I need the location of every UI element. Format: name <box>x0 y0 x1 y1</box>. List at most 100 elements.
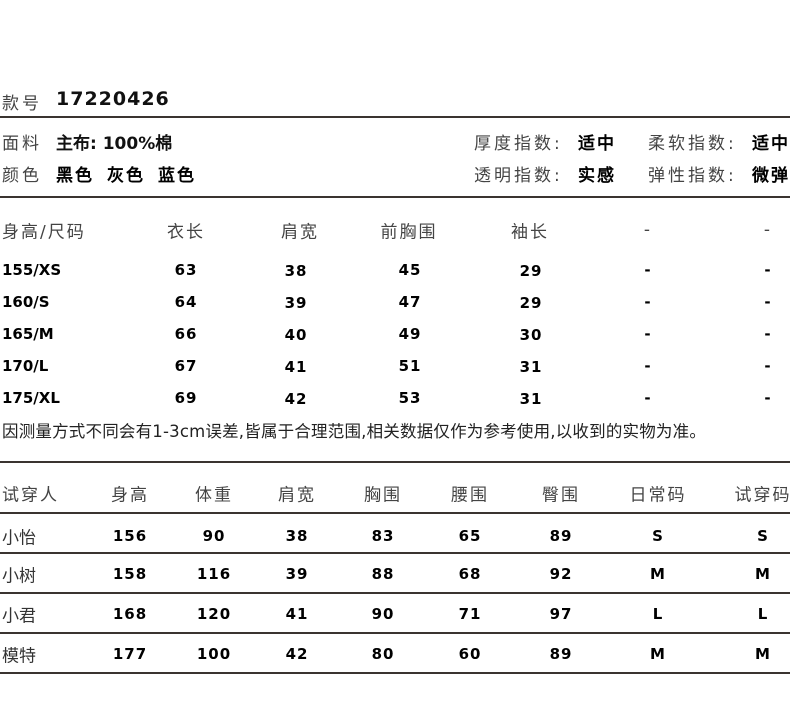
tryon-header: 日常码 <box>629 485 687 506</box>
style-label: 款号 <box>2 94 42 114</box>
tryon-person: 模特 <box>2 646 36 667</box>
row-divider <box>0 632 790 634</box>
size-cell: 64 <box>174 293 198 311</box>
row-divider <box>0 512 790 514</box>
size-row-label: 155/XS <box>2 261 62 279</box>
tryon-cell: M <box>755 565 771 583</box>
size-header: 肩宽 <box>281 222 319 243</box>
color-black: 黑色 <box>56 166 94 186</box>
color-gray: 灰色 <box>107 166 145 186</box>
size-header: - <box>763 220 773 240</box>
transparency-value: 实感 <box>578 166 616 186</box>
thickness-label: 厚度指数: <box>474 134 563 154</box>
tryon-cell: 89 <box>549 645 573 663</box>
size-row-label: 175/XL <box>2 389 60 407</box>
size-cell: - <box>764 325 772 343</box>
tryon-header: 腰围 <box>451 485 489 506</box>
tryon-cell: L <box>757 605 769 623</box>
size-cell: 39 <box>284 294 308 312</box>
size-cell: 38 <box>284 262 308 280</box>
tryon-cell: 116 <box>196 565 232 583</box>
size-cell: 29 <box>519 262 543 280</box>
measurement-note: 因测量方式不同会有1-3cm误差,皆属于合理范围,相关数据仅作为参考使用,以收到… <box>2 422 707 441</box>
size-cell: 42 <box>284 390 308 408</box>
softness-label: 柔软指数: <box>648 134 737 154</box>
tryon-cell: 120 <box>196 605 232 623</box>
size-cell: 67 <box>174 357 198 375</box>
divider <box>0 196 790 198</box>
color-blue: 蓝色 <box>158 166 196 186</box>
size-cell: 30 <box>519 326 543 344</box>
size-cell: 49 <box>398 325 422 343</box>
tryon-cell: 88 <box>371 565 395 583</box>
tryon-cell: 156 <box>112 527 148 545</box>
tryon-cell: M <box>755 645 771 663</box>
size-cell: - <box>644 357 652 375</box>
size-cell: 31 <box>519 390 543 408</box>
tryon-header: 臀围 <box>542 485 580 506</box>
size-cell: 29 <box>519 294 543 312</box>
tryon-cell: 158 <box>112 565 148 583</box>
size-cell: 47 <box>398 293 422 311</box>
tryon-person: 小树 <box>2 566 36 587</box>
tryon-cell: 90 <box>371 605 395 623</box>
size-cell: - <box>764 293 772 311</box>
tryon-cell: 39 <box>285 565 309 583</box>
tryon-cell: 83 <box>371 527 395 545</box>
tryon-cell: 177 <box>112 645 148 663</box>
tryon-cell: 41 <box>285 605 309 623</box>
size-cell: 31 <box>519 358 543 376</box>
size-cell: 69 <box>174 389 198 407</box>
row-divider <box>0 672 790 674</box>
size-cell: 51 <box>398 357 422 375</box>
row-divider <box>0 592 790 594</box>
tryon-cell: M <box>650 565 666 583</box>
size-cell: - <box>644 325 652 343</box>
size-row-label: 165/M <box>2 325 54 343</box>
size-header: 前胸围 <box>380 222 438 243</box>
size-header: 袖长 <box>511 222 549 243</box>
tryon-cell: 68 <box>458 565 482 583</box>
softness-value: 适中 <box>752 134 790 154</box>
tryon-cell: 65 <box>458 527 482 545</box>
size-cell: - <box>644 261 652 279</box>
tryon-cell: 60 <box>458 645 482 663</box>
size-cell: 40 <box>284 326 308 344</box>
tryon-header: 胸围 <box>364 485 402 506</box>
tryon-cell: S <box>652 527 664 545</box>
tryon-cell: 89 <box>549 527 573 545</box>
size-cell: - <box>644 389 652 407</box>
size-row-label: 170/L <box>2 357 49 375</box>
size-cell: 41 <box>284 358 308 376</box>
tryon-cell: S <box>757 527 769 545</box>
thickness-value: 适中 <box>578 134 616 154</box>
transparency-label: 透明指数: <box>474 166 563 186</box>
size-cell: - <box>764 261 772 279</box>
style-number: 17220426 <box>56 88 170 110</box>
size-cell: - <box>764 357 772 375</box>
size-cell: 45 <box>398 261 422 279</box>
tryon-header: 肩宽 <box>278 485 316 506</box>
tryon-cell: 90 <box>202 527 226 545</box>
tryon-cell: 80 <box>371 645 395 663</box>
tryon-cell: 71 <box>458 605 482 623</box>
size-header: 衣长 <box>167 222 205 243</box>
tryon-cell: 100 <box>196 645 232 663</box>
tryon-cell: 97 <box>549 605 573 623</box>
size-cell: - <box>764 389 772 407</box>
size-cell: 63 <box>174 261 198 279</box>
fabric-label: 面料 <box>2 134 42 154</box>
tryon-person: 小君 <box>2 606 36 627</box>
tryon-cell: 38 <box>285 527 309 545</box>
size-cell: 53 <box>398 389 422 407</box>
tryon-header: 体重 <box>195 485 233 506</box>
tryon-header: 试穿码 <box>734 485 790 506</box>
size-header: 身高/尺码 <box>2 222 86 243</box>
tryon-cell: L <box>652 605 664 623</box>
row-divider <box>0 552 790 554</box>
tryon-cell: 168 <box>112 605 148 623</box>
tryon-cell: 92 <box>549 565 573 583</box>
divider <box>0 116 790 118</box>
tryon-cell: 42 <box>285 645 309 663</box>
size-cell: 66 <box>174 325 198 343</box>
